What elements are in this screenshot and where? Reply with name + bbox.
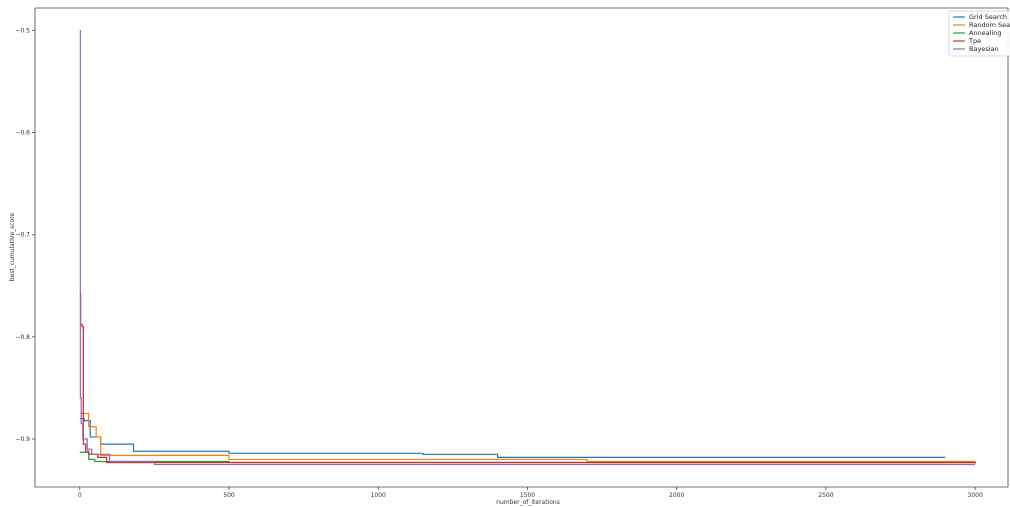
x-tick-label: 1000 bbox=[371, 492, 386, 499]
series-line-grid-search bbox=[79, 417, 946, 458]
legend-label-grid-search: Grid Search bbox=[969, 13, 1007, 21]
y-tick-label: −0.8 bbox=[15, 334, 30, 341]
x-tick-label: 3000 bbox=[968, 492, 983, 499]
y-tick-label: −0.5 bbox=[15, 27, 30, 34]
x-ticks: 0 500 1000 1500 2000 2500 3000 bbox=[78, 487, 983, 499]
legend-label-tpe: Tpe bbox=[968, 37, 981, 45]
y-tick-label: −0.6 bbox=[15, 130, 30, 137]
y-ticks: −0.5 −0.6 −0.7 −0.8 −0.9 bbox=[15, 27, 35, 443]
y-tick-label: −0.7 bbox=[15, 232, 30, 239]
x-tick-label: 2000 bbox=[669, 492, 684, 499]
series-layer bbox=[79, 29, 976, 466]
series-line-bayesian bbox=[79, 29, 976, 466]
series-line-random-search bbox=[79, 412, 976, 463]
series-line-tpe bbox=[79, 293, 976, 464]
y-axis-label: best_cumulative_score bbox=[9, 212, 16, 281]
legend-label-bayesian: Bayesian bbox=[969, 45, 999, 53]
x-tick-label: 1500 bbox=[520, 492, 535, 499]
legend-label-random-search: Random Search bbox=[969, 21, 1010, 29]
x-tick-label: 0 bbox=[78, 492, 82, 499]
y-tick-label: −0.9 bbox=[15, 436, 30, 443]
legend-label-annealing: Annealing bbox=[969, 29, 1002, 37]
plot-area bbox=[34, 7, 1009, 488]
x-axis-label: number_of_iterations bbox=[496, 499, 560, 506]
legend-box bbox=[948, 10, 1010, 57]
x-tick-label: 2500 bbox=[818, 492, 833, 499]
x-tick-label: 500 bbox=[223, 492, 235, 499]
